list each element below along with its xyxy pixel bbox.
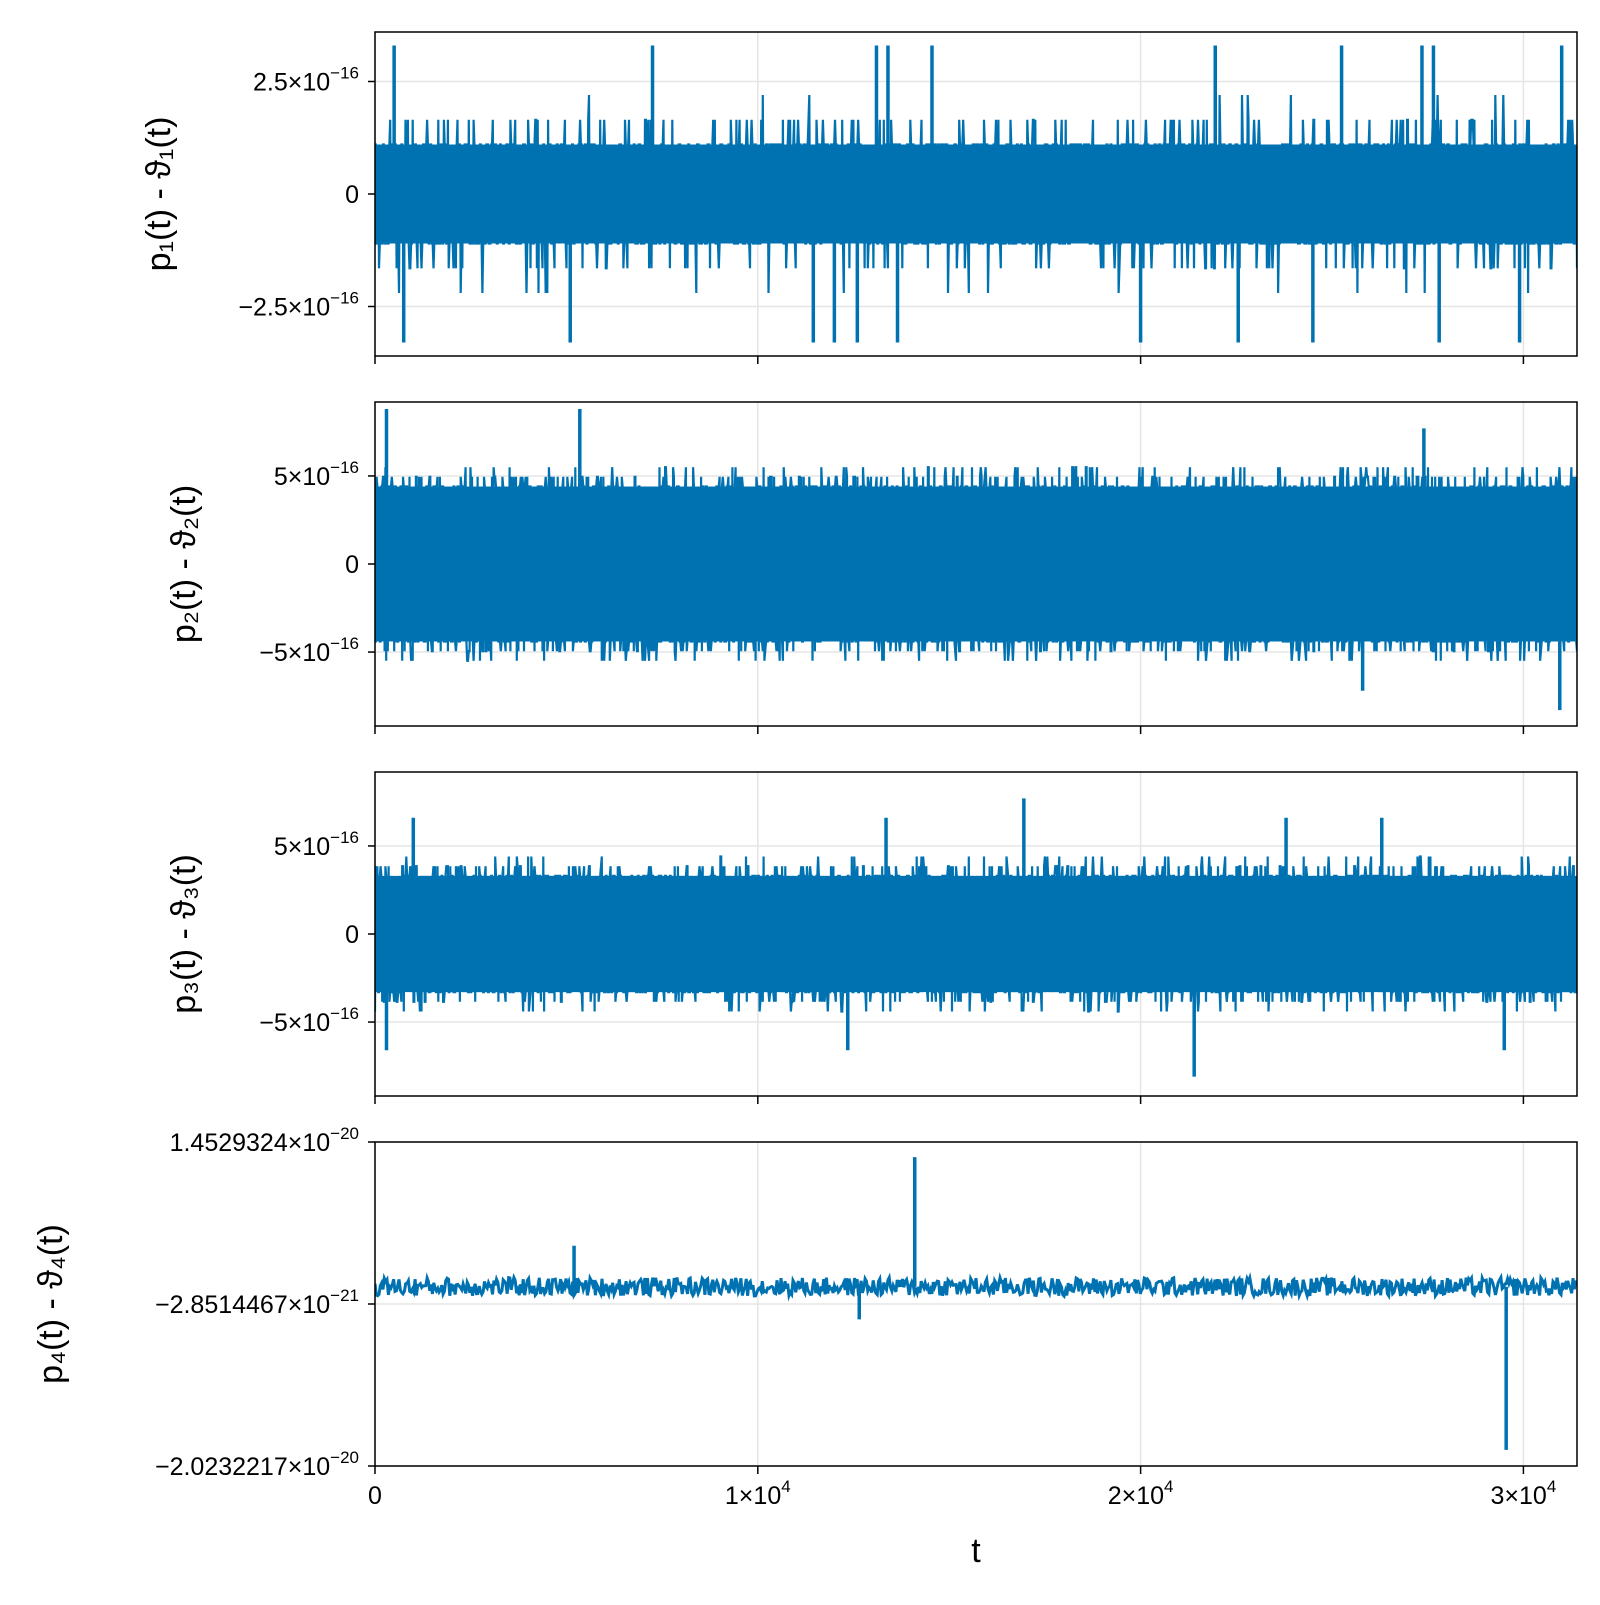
y-tick-label-2-2: −5×10−16 bbox=[259, 634, 359, 667]
x-tick-label-2-base: 2×10 bbox=[1108, 1482, 1164, 1510]
y-tick-label-3-1: 0 bbox=[345, 921, 359, 949]
y-tick-label-1-2-base: −2.5×10 bbox=[238, 294, 330, 322]
y-tick-label-3-2-exp: −16 bbox=[330, 1004, 359, 1023]
series-line-4 bbox=[375, 1271, 1577, 1302]
x-tick-label-1-base: 1×10 bbox=[725, 1482, 781, 1510]
y-tick-label-1-0: 2.5×10−16 bbox=[253, 64, 359, 97]
y-tick-label-4-0: 1.4529324×10−20 bbox=[170, 1124, 359, 1157]
y-tick-label-4-1: −2.8514467×10−21 bbox=[155, 1286, 359, 1319]
x-tick-label-0-base: 0 bbox=[368, 1482, 382, 1510]
y-tick-label-4-1-exp: −21 bbox=[330, 1286, 359, 1305]
y-axis-title-2: p₂(t) - ϑ₂(t) bbox=[165, 485, 203, 643]
x-tick-label-3-exp: 4 bbox=[1547, 1477, 1556, 1496]
y-tick-label-3-1-base: 0 bbox=[345, 921, 359, 949]
x-tick-label-3-base: 3×10 bbox=[1491, 1482, 1547, 1510]
y-axis-title-4: p₄(t) - ϑ₄(t) bbox=[32, 1224, 70, 1384]
series-line-2 bbox=[375, 466, 1577, 662]
y-tick-label-2-2-base: −5×10 bbox=[259, 639, 330, 667]
series-line-3 bbox=[375, 855, 1577, 1013]
y-tick-label-2-0-base: 5×10 bbox=[274, 463, 330, 491]
y-tick-label-4-2: −2.0232217×10−20 bbox=[155, 1448, 359, 1481]
y-tick-label-4-2-base: −2.0232217×10 bbox=[155, 1453, 330, 1481]
y-tick-label-2-2-exp: −16 bbox=[330, 634, 359, 653]
y-tick-label-2-0: 5×10−16 bbox=[274, 458, 359, 491]
y-tick-label-4-0-exp: −20 bbox=[330, 1124, 359, 1143]
y-tick-label-2-1: 0 bbox=[345, 551, 359, 579]
y-axis-title-3: p₃(t) - ϑ₃(t) bbox=[165, 854, 203, 1014]
x-tick-label-3: 3×104 bbox=[1491, 1477, 1557, 1510]
y-tick-label-3-2-base: −5×10 bbox=[259, 1009, 330, 1037]
y-tick-label-1-0-exp: −16 bbox=[330, 64, 359, 83]
x-tick-label-0: 0 bbox=[368, 1482, 382, 1510]
y-tick-label-1-2: −2.5×10−16 bbox=[238, 289, 359, 322]
x-axis-title: t bbox=[971, 1532, 981, 1570]
y-tick-label-3-0-exp: −16 bbox=[330, 828, 359, 847]
y-tick-label-3-2: −5×10−16 bbox=[259, 1004, 359, 1037]
y-tick-label-4-0-base: 1.4529324×10 bbox=[170, 1129, 331, 1157]
x-tick-label-1: 1×104 bbox=[725, 1477, 791, 1510]
x-tick-label-2: 2×104 bbox=[1108, 1477, 1174, 1510]
y-tick-label-1-2-exp: −16 bbox=[330, 289, 359, 308]
y-tick-label-1-0-base: 2.5×10 bbox=[253, 69, 330, 97]
y-tick-label-3-0-base: 5×10 bbox=[274, 833, 330, 861]
y-tick-label-3-0: 5×10−16 bbox=[274, 828, 359, 861]
x-tick-label-1-exp: 4 bbox=[781, 1477, 790, 1496]
y-tick-label-4-2-exp: −20 bbox=[330, 1448, 359, 1467]
y-tick-label-2-1-base: 0 bbox=[345, 551, 359, 579]
y-tick-label-2-0-exp: −16 bbox=[330, 458, 359, 477]
y-tick-label-1-1-base: 0 bbox=[345, 181, 359, 209]
y-axis-title-1: p₁(t) - ϑ₁(t) bbox=[140, 117, 178, 272]
y-tick-label-1-1: 0 bbox=[345, 181, 359, 209]
series-line-1 bbox=[375, 94, 1577, 294]
y-tick-label-4-1-base: −2.8514467×10 bbox=[155, 1291, 330, 1319]
x-tick-label-2-exp: 4 bbox=[1164, 1477, 1173, 1496]
